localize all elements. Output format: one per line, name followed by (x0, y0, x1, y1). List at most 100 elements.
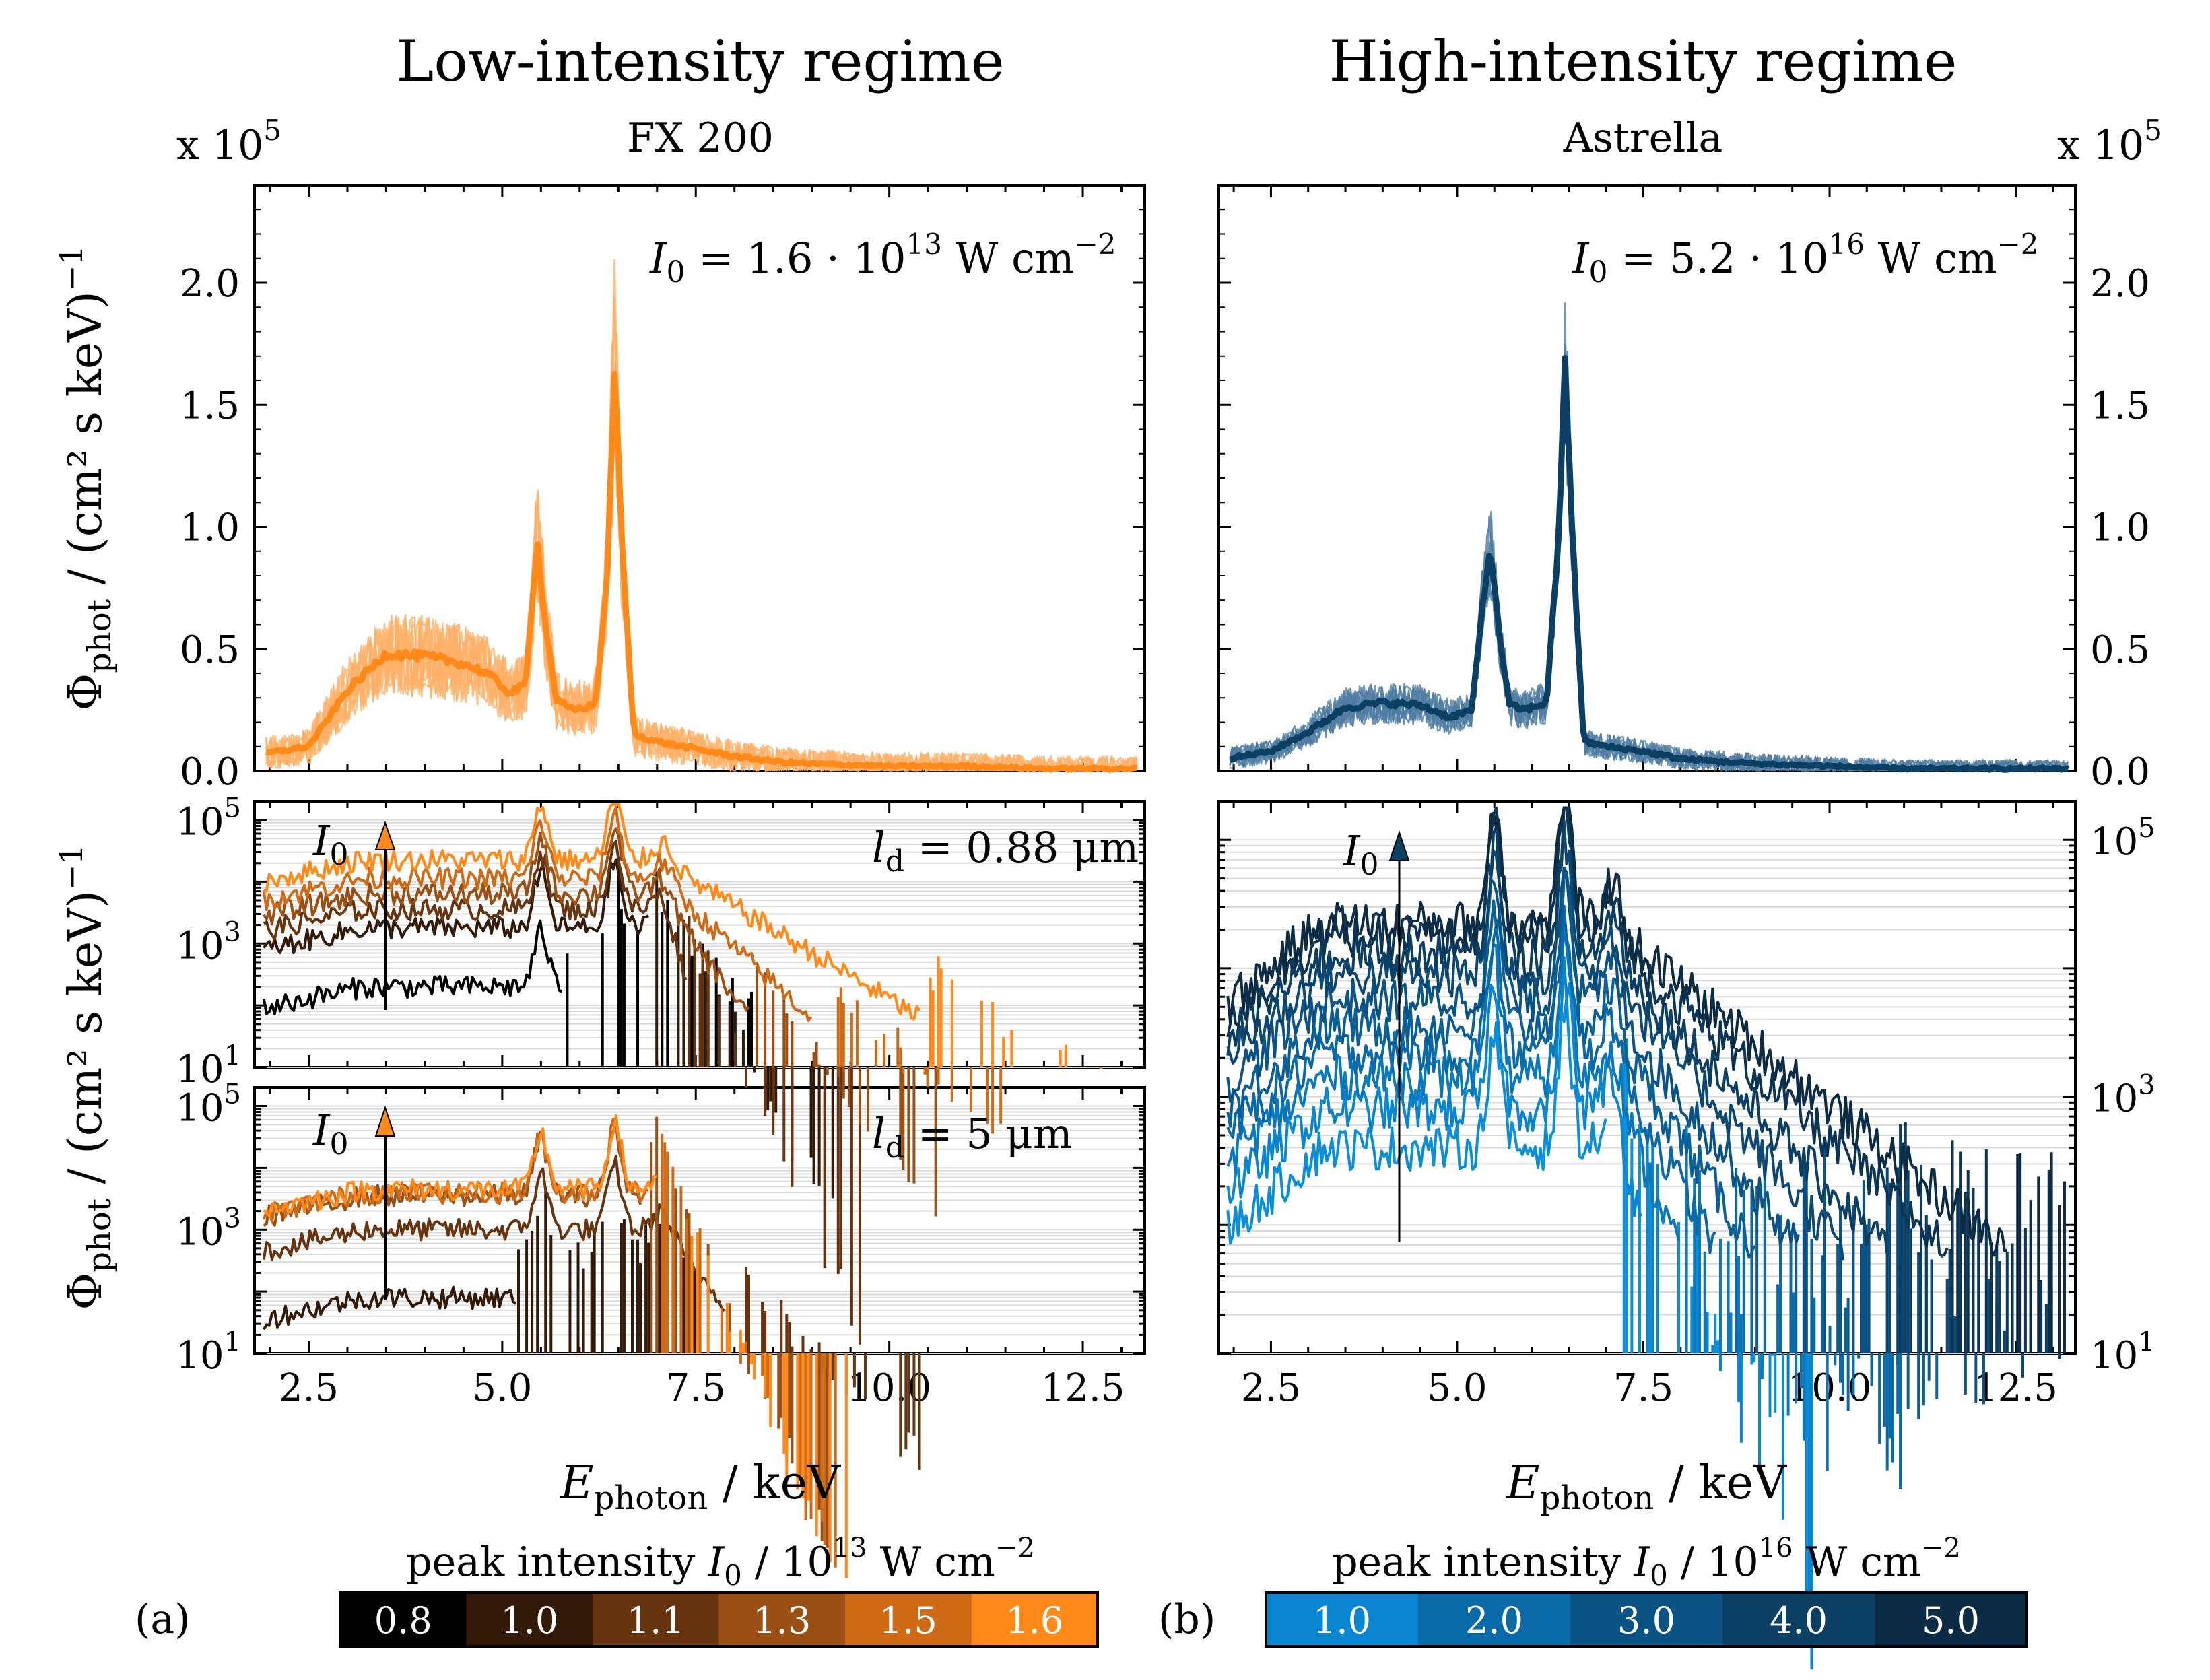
right-source-label: Astrella (1563, 114, 1723, 162)
shot-spectrum-line (265, 401, 1138, 772)
intensity-series-line (1226, 866, 1801, 1248)
intensity-series-line (262, 919, 563, 1015)
svg-text:I0: I0 (1343, 826, 1379, 882)
y-tick-label: 105 (2090, 813, 2155, 864)
intensity-series-line (263, 827, 750, 1012)
colorbar-value: 1.6 (1005, 1599, 1063, 1642)
x-tick-label: 5.0 (472, 1366, 532, 1410)
intensity-series-line (263, 1114, 657, 1218)
y-tick-label: 103 (2090, 1070, 2155, 1121)
panel-a-label: (a) (135, 1596, 191, 1643)
y-tick-label: 0.0 (180, 750, 240, 794)
colorbar-frame (339, 1591, 1099, 1648)
colorbar-swatch (340, 1592, 467, 1646)
colorbar-value: 4.0 (1770, 1599, 1828, 1642)
mid-intensity-arrow: I0 (312, 816, 396, 1010)
y-tick-label: 0.5 (2090, 628, 2150, 672)
x-tick-label: 10.0 (847, 1366, 931, 1410)
y-tick-label: 105 (176, 793, 241, 844)
y-tick-label: 103 (176, 916, 241, 968)
intensity-series-line (1226, 904, 1716, 1254)
right-regime-title: High-intensity regime (1329, 28, 1957, 94)
y-tick-label: 101 (176, 1326, 241, 1378)
colorbar-swatch (1570, 1592, 1722, 1646)
colorbar-value: 1.0 (1313, 1599, 1371, 1642)
y-tick-label: 105 (176, 1079, 241, 1131)
y-tick-label: 2.0 (180, 262, 240, 306)
left-top-intensity-annotation: I0 = 1.6 · 1013 W cm−2 (649, 228, 1116, 290)
intensity-series-line (1226, 871, 1756, 1259)
right-scale-note: x 105 (2057, 114, 2162, 169)
x-tick-label: 5.0 (1427, 1366, 1487, 1410)
intensity-series-line (1226, 956, 1643, 1218)
y-tick-label: 1.5 (2090, 384, 2150, 428)
colorbar-swatch (1266, 1592, 1418, 1646)
left-log-ylabel: Φphot / (cm² s keV)−1 (53, 844, 119, 1310)
shot-spectrum-line (1229, 375, 2069, 772)
bot-thickness-annotation: ld = 5 μm (872, 1109, 1073, 1165)
shot-spectrum-line (265, 341, 1138, 772)
intensity-series-line (1226, 995, 1607, 1245)
colorbar-value: 5.0 (1922, 1599, 1980, 1642)
shot-spectrum-line (265, 300, 1138, 772)
right-top-intensity-annotation: I0 = 5.2 · 1016 W cm−2 (1572, 228, 2039, 290)
intensity-series-line (263, 803, 921, 1021)
y-tick-label: 0.5 (180, 628, 240, 672)
x-tick-label: 2.5 (279, 1366, 339, 1410)
colorbar-swatch (971, 1592, 1098, 1646)
colorbar-value: 2.0 (1465, 1599, 1523, 1642)
series-layer (262, 259, 2069, 1670)
x-tick-label: 7.5 (1613, 1366, 1673, 1410)
shot-spectrum-line (265, 407, 1138, 772)
colorbar-swatch (1722, 1592, 1875, 1646)
intensity-series-line (1226, 806, 2008, 1257)
colorbar-swatch (593, 1592, 719, 1646)
mean-spectrum-line (265, 370, 1138, 773)
left-colorbar-label: peak intensity I0 / 1013 W cm−2 (406, 1533, 1035, 1592)
panel-b-label: (b) (1158, 1596, 1215, 1643)
colorbar-value: 0.8 (374, 1599, 432, 1642)
shot-spectrum-line (1229, 384, 2069, 772)
left-scale-note: x 105 (176, 114, 281, 169)
colorbar-value: 1.5 (879, 1599, 937, 1642)
left-regime-title: Low-intensity regime (397, 28, 1005, 94)
shot-spectrum-line (265, 342, 1138, 772)
x-tick-label: 12.5 (1974, 1366, 2058, 1410)
colorbar-value: 1.3 (753, 1599, 811, 1642)
y-tick-label: 103 (176, 1203, 241, 1254)
intensity-series-line (262, 805, 813, 1022)
intensity-series-line (1226, 925, 1680, 1242)
shot-spectrum-line (265, 332, 1138, 772)
colorbar-swatch (845, 1592, 972, 1646)
mid-thickness-annotation: ld = 0.88 μm (872, 823, 1139, 879)
right-colorbar-label: peak intensity I0 / 1016 W cm−2 (1332, 1533, 1961, 1592)
y-tick-label: 101 (2090, 1326, 2155, 1378)
shot-spectrum-line (265, 296, 1138, 772)
y-tick-label: 2.0 (2090, 262, 2150, 306)
svg-text:I0: I0 (312, 816, 349, 872)
left-colorbar: 0.8 1.0 1.1 1.3 1.5 1.6 (339, 1591, 1099, 1648)
x-tick-label: 12.5 (1041, 1366, 1125, 1410)
y-tick-label: 1.5 (180, 384, 240, 428)
left-xlabel: Ephoton / keV (559, 1456, 842, 1517)
intensity-series-line (262, 1155, 725, 1312)
left-source-label: FX 200 (627, 114, 774, 162)
y-tick-label: 101 (176, 1040, 241, 1091)
colorbar-swatch (718, 1592, 845, 1646)
ticks-layer: 2.5 5.0 7.5 10.0 12.5 2.5 5.0 7.5 10.0 12.50.00.5… (176, 185, 2155, 1410)
x-tick-label: 2.5 (1241, 1366, 1301, 1410)
y-tick-label: 1.0 (180, 506, 240, 550)
intensity-series-line (263, 840, 688, 981)
colorbar-swatch (1418, 1592, 1570, 1646)
intensity-series-line (263, 1285, 517, 1331)
colorbar-value: 1.0 (500, 1599, 558, 1642)
x-tick-label: 7.5 (666, 1366, 726, 1410)
bot-intensity-arrow: I0 (312, 1105, 396, 1300)
mean-spectrum-line (1229, 354, 2069, 773)
colorbar-value: 1.1 (627, 1599, 685, 1642)
shot-spectrum-line (265, 259, 1138, 772)
colorbar-frame (1265, 1591, 2028, 1648)
shot-spectrum-line (1229, 405, 2069, 772)
colorbar-swatch (1875, 1592, 2027, 1646)
